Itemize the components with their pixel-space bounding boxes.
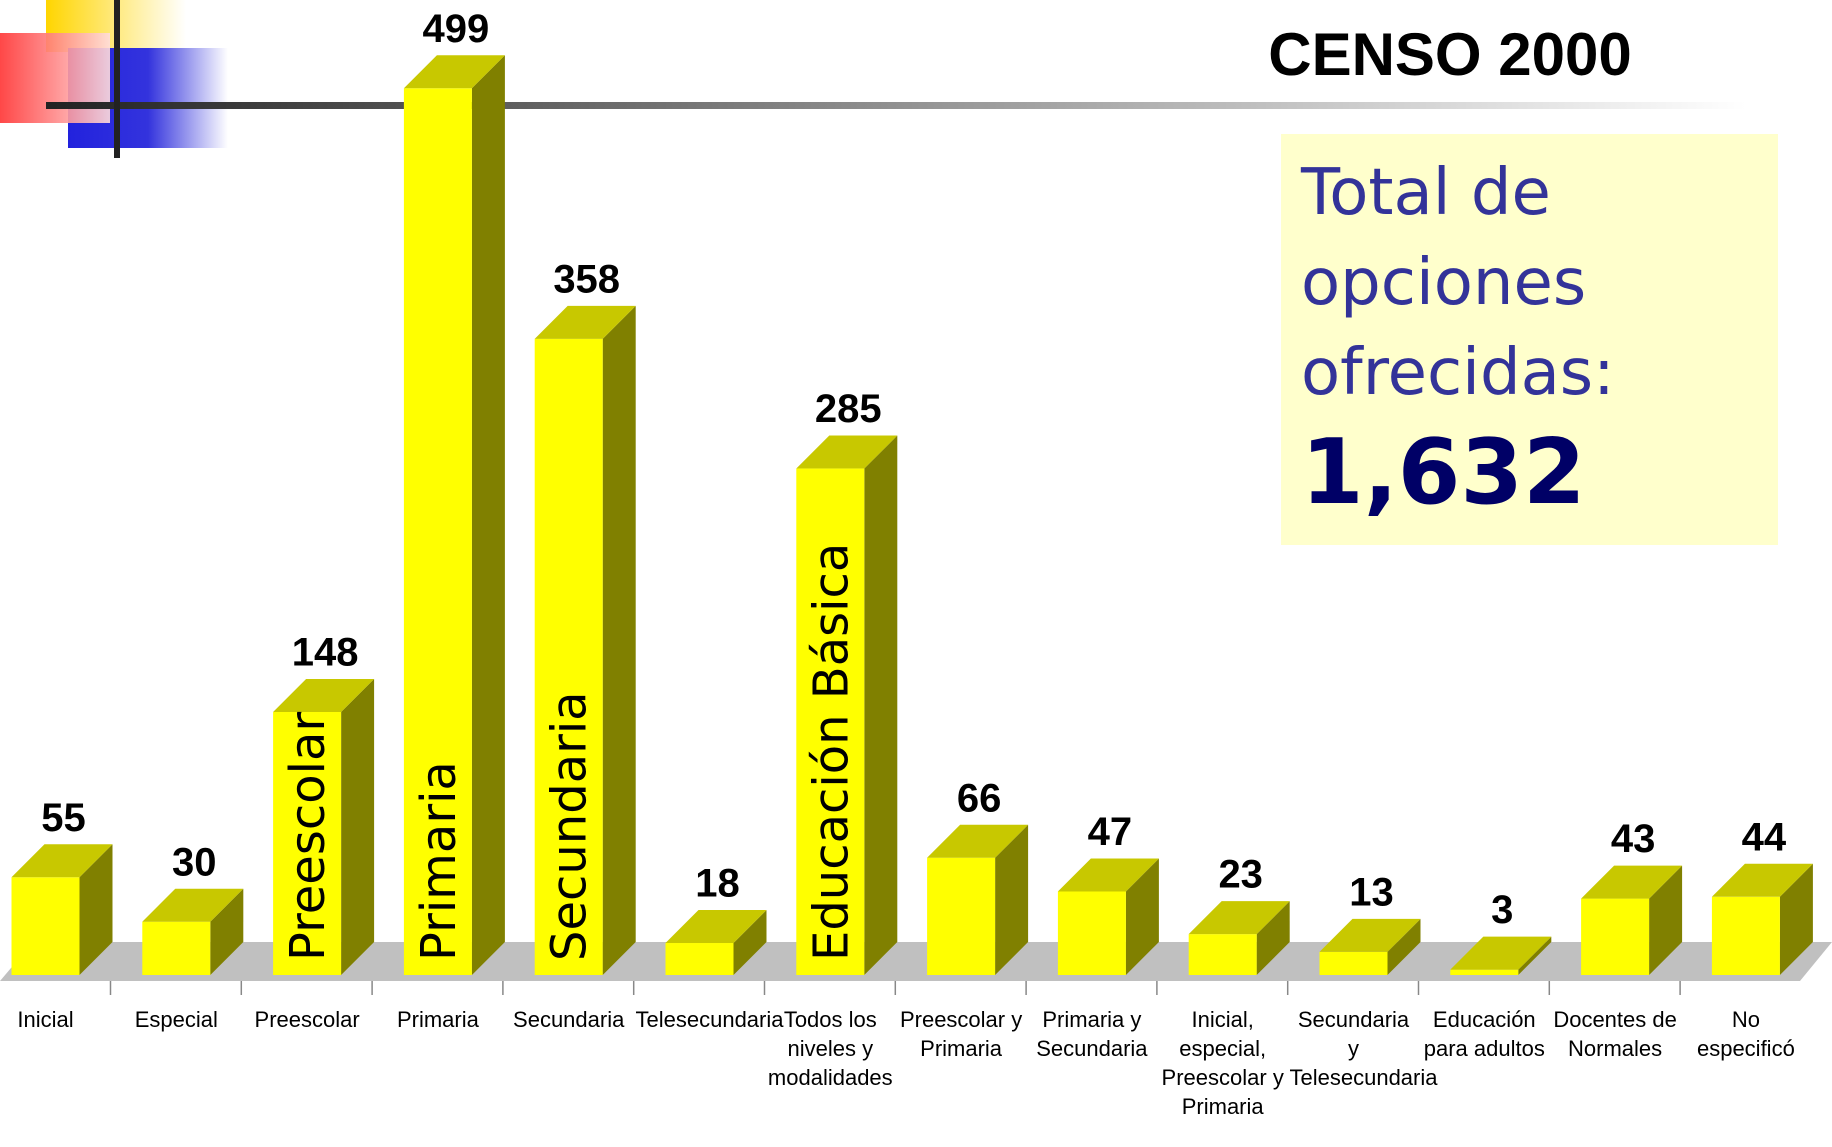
bar <box>1319 951 1388 975</box>
x-tick-label: Especial <box>134 1007 218 1032</box>
bar-top <box>142 888 244 922</box>
x-tick-label: Inicial, especial, Preescolar y Primaria <box>1161 1007 1284 1119</box>
bar-side <box>602 305 636 976</box>
x-tick-label: Primaria y Secundaria <box>1036 1007 1148 1061</box>
x-tick-label: Secundaria y Telesecundaria <box>1289 1007 1438 1090</box>
bar-side <box>341 679 375 975</box>
value-label: 30 <box>172 840 217 884</box>
bar-inner-label: Educación Básica <box>803 543 859 961</box>
bar-side <box>1518 936 1552 975</box>
bar-top <box>1711 863 1813 897</box>
bar-side <box>1256 901 1290 975</box>
bar-inner-label: Primaria <box>411 761 467 961</box>
bar <box>796 468 865 975</box>
bar <box>273 712 342 975</box>
x-tick-label: Inicial <box>17 1007 74 1032</box>
bar-side <box>733 910 767 975</box>
bar-top <box>1581 865 1683 899</box>
bar-side <box>1387 918 1421 975</box>
bar <box>1188 934 1257 975</box>
bar-top <box>927 824 1029 858</box>
bar <box>1057 891 1126 975</box>
x-tick-label: Preescolar y Primaria <box>899 1007 1023 1061</box>
value-label: 13 <box>1349 870 1394 914</box>
value-label: 358 <box>553 257 620 301</box>
value-label: 18 <box>695 862 740 906</box>
bar-side <box>1779 863 1813 975</box>
bar-side <box>1649 865 1683 975</box>
bar-top <box>796 435 898 469</box>
value-label: 44 <box>1742 815 1787 859</box>
bar-top <box>403 55 505 89</box>
x-tick-label: Preescolar <box>254 1007 360 1032</box>
value-label: 23 <box>1218 853 1263 897</box>
bar <box>1450 969 1519 975</box>
annotation-text: Total de opciones ofrecidas: <box>1301 156 1615 410</box>
value-label: 285 <box>815 387 882 431</box>
bar <box>1581 898 1650 975</box>
bar <box>403 88 472 976</box>
x-tick-label: Secundaria <box>513 1007 625 1032</box>
value-label: 499 <box>423 7 490 51</box>
bar-top <box>534 305 636 339</box>
chart-title: CENSO 2000 <box>1268 21 1632 88</box>
x-tick-label: No especificó <box>1696 1007 1795 1061</box>
value-label: 66 <box>957 776 1002 820</box>
bar <box>665 943 734 975</box>
value-label: 148 <box>292 631 359 675</box>
bar-top <box>1319 918 1421 952</box>
bar-side <box>471 55 505 976</box>
bar-top <box>665 910 767 944</box>
bar-top <box>1057 858 1159 892</box>
annotation-box: Total de opciones ofrecidas: 1,632 <box>1281 134 1778 545</box>
bar-side <box>79 844 113 975</box>
value-label: 55 <box>41 796 86 840</box>
value-label: 47 <box>1088 810 1133 854</box>
bar-inner-label: Secundaria <box>542 691 598 961</box>
x-tick-label: Educación para adultos <box>1423 1007 1545 1061</box>
bar <box>11 877 80 975</box>
bar-side <box>995 824 1029 975</box>
bar-top <box>1450 936 1552 970</box>
bar-side <box>1125 858 1159 975</box>
x-tick-label: Telesecundaria <box>635 1007 784 1032</box>
bar <box>142 921 211 975</box>
x-tick-label: Todos los niveles y modalidades <box>767 1007 893 1090</box>
bar <box>534 338 603 976</box>
bar-side <box>210 888 244 975</box>
bar-top <box>11 844 113 878</box>
x-tick-label: Docentes de Normales <box>1553 1007 1677 1061</box>
value-label: 43 <box>1611 817 1656 861</box>
bar-side <box>864 435 898 975</box>
bar <box>927 857 996 975</box>
bar <box>1711 896 1780 975</box>
bar-inner-label: Preescolar <box>280 712 336 961</box>
value-label: 3 <box>1491 888 1513 932</box>
annotation-total: 1,632 <box>1301 420 1586 525</box>
decoration <box>0 0 1746 158</box>
x-tick-label: Primaria <box>396 1007 479 1032</box>
bar-top <box>273 679 375 713</box>
bar-top <box>1188 901 1290 935</box>
